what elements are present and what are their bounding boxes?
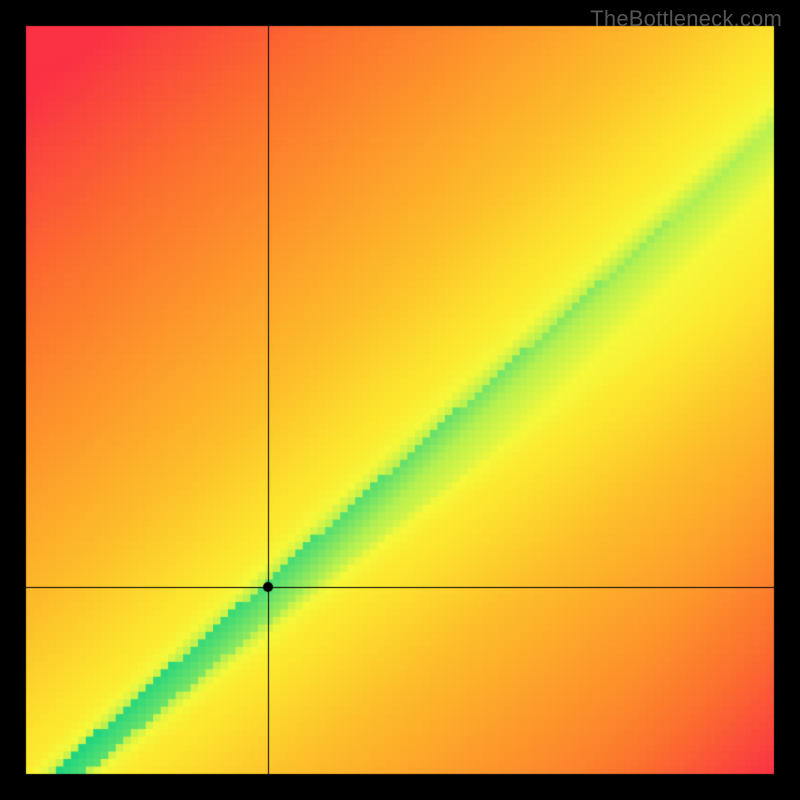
watermark-text: TheBottleneck.com <box>590 6 782 32</box>
bottleneck-heatmap <box>0 0 800 800</box>
